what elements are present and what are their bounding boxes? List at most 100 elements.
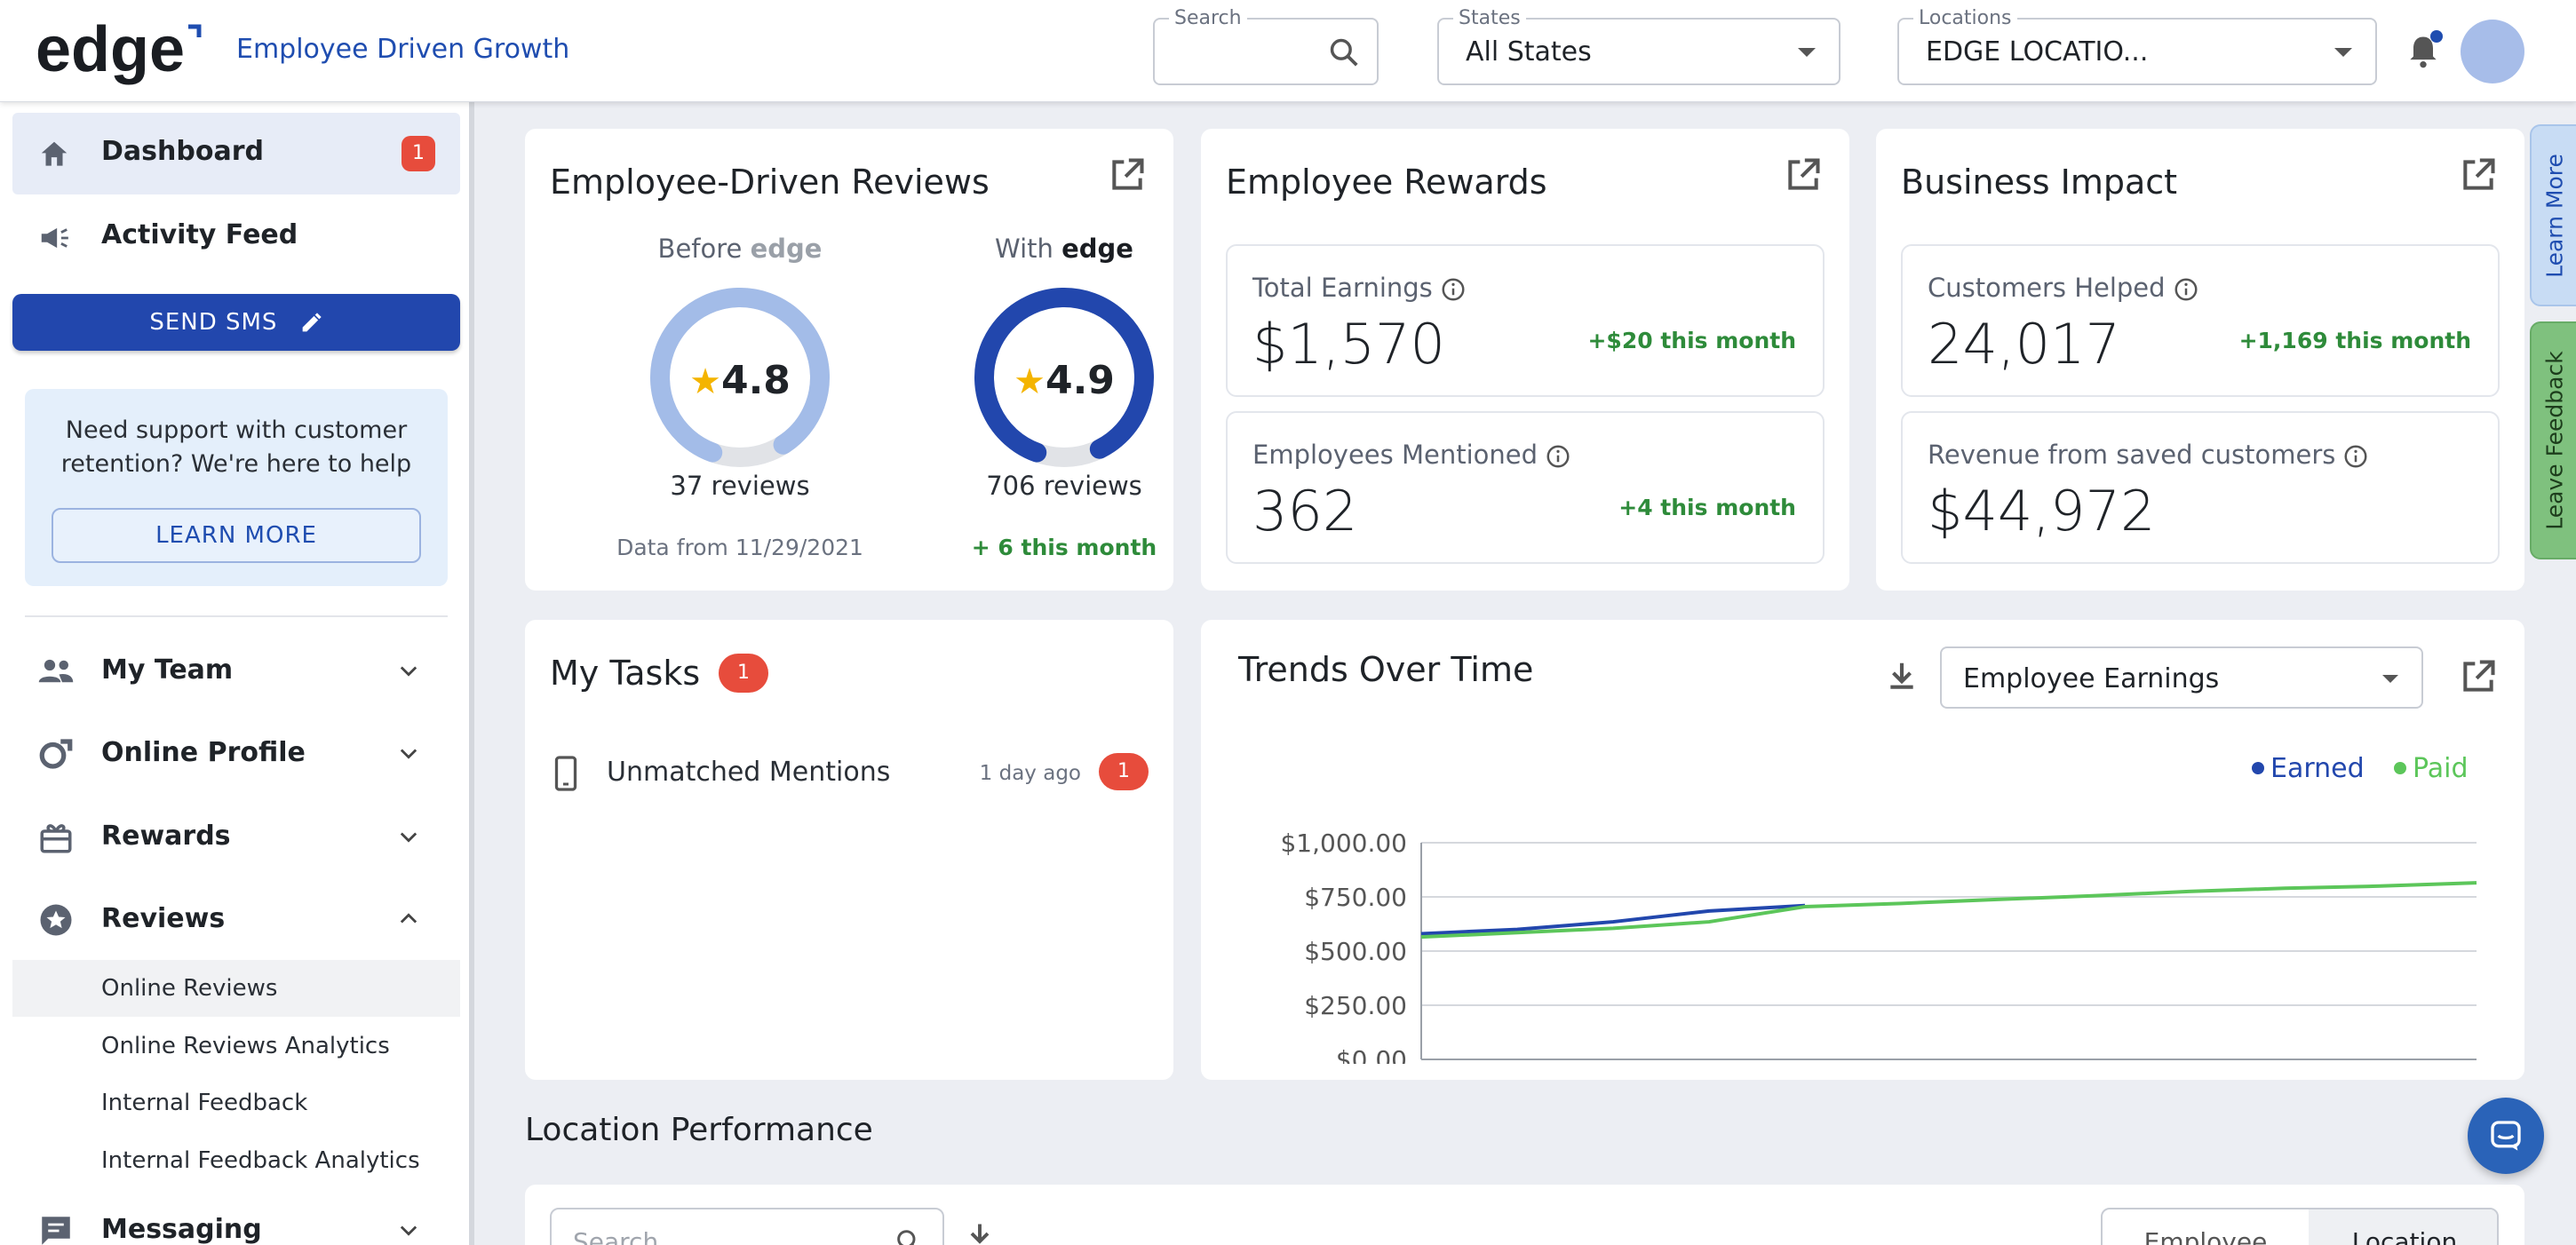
before-rating-value: 4.8 xyxy=(720,358,791,403)
open-external-icon[interactable] xyxy=(2459,155,2498,194)
y-tick-label: $1,000.00 xyxy=(1280,829,1407,858)
stat-value: $1,570 xyxy=(1252,312,1445,377)
task-item[interactable]: Unmatched Mentions 1 day ago 1 xyxy=(550,751,1149,796)
learn-more-tab-label: Learn More xyxy=(2541,153,2568,278)
star-circle-icon xyxy=(40,904,72,936)
location-search-input[interactable]: Search xyxy=(550,1208,944,1245)
locations-select[interactable]: Locations EDGE LOCATIO... xyxy=(1897,7,2377,85)
location-performance-card: Search Employee Location xyxy=(525,1185,2524,1245)
search-icon xyxy=(897,1230,916,1245)
chevron-down-icon xyxy=(2382,675,2398,683)
before-rating-ring: ★4.8 xyxy=(642,280,838,475)
open-external-icon[interactable] xyxy=(2459,657,2498,696)
chevron-down-icon xyxy=(400,749,417,759)
y-tick-label: $0.00 xyxy=(1336,1045,1407,1064)
stat-label-text: Total Earnings xyxy=(1252,273,1433,303)
download-icon[interactable] xyxy=(1885,659,1919,693)
with-edge-header: With edge xyxy=(931,234,1197,264)
edge-logo[interactable]: edge xyxy=(36,16,204,87)
sidebar-item-messaging[interactable]: Messaging xyxy=(12,1194,460,1245)
stat-value: 24,017 xyxy=(1928,312,2120,377)
sidebar-item-online-reviews-analytics[interactable]: Online Reviews Analytics xyxy=(12,1018,460,1075)
toggle-employee[interactable]: Employee xyxy=(2143,1227,2268,1245)
locations-value: EDGE LOCATIO... xyxy=(1926,36,2149,67)
stat-value: 362 xyxy=(1252,479,1358,543)
notification-dot xyxy=(2430,30,2443,43)
leave-feedback-tab[interactable]: Leave Feedback xyxy=(2530,321,2576,559)
leave-feedback-tab-label: Leave Feedback xyxy=(2541,351,2568,530)
info-icon[interactable] xyxy=(2342,443,2369,470)
open-external-icon[interactable] xyxy=(1784,155,1823,194)
divider xyxy=(25,615,448,617)
learn-more-tab[interactable]: Learn More xyxy=(2530,124,2576,306)
stat-delta: +$20 this month xyxy=(1587,328,1796,353)
chevron-down-icon xyxy=(400,1225,417,1236)
y-tick-label: $500.00 xyxy=(1304,937,1407,966)
task-time: 1 day ago xyxy=(979,762,1081,785)
megaphone-icon xyxy=(41,227,68,249)
series-line-earned xyxy=(1420,903,1806,936)
avatar[interactable] xyxy=(2461,20,2524,83)
info-icon[interactable] xyxy=(2173,276,2199,303)
download-icon[interactable] xyxy=(964,1220,996,1245)
sidebar-item-label: Activity Feed xyxy=(101,219,298,250)
stat-label: Revenue from saved customers xyxy=(1928,440,2369,470)
sidebar-item-reviews[interactable]: Reviews xyxy=(12,884,460,955)
top-bar: edge Employee Driven Growth Search State… xyxy=(0,0,2576,102)
open-external-icon[interactable] xyxy=(1108,155,1147,194)
chevron-down-icon xyxy=(400,666,417,677)
with-rating: ★4.9 xyxy=(966,358,1162,403)
sidebar-item-dashboard[interactable]: Dashboard 1 xyxy=(12,113,460,194)
sidebar-subitem-label: Internal Feedback Analytics xyxy=(101,1147,420,1174)
sidebar-item-rewards[interactable]: Rewards xyxy=(12,801,460,872)
search-icon[interactable] xyxy=(1327,36,1361,69)
with-rating-value: 4.9 xyxy=(1045,358,1115,403)
sidebar-item-label: My Team xyxy=(101,654,234,686)
stat-customers-helped: Customers Helped 24,017 +1,169 this mont… xyxy=(1901,244,2500,397)
pencil-icon xyxy=(302,312,322,331)
home-icon xyxy=(41,141,68,166)
search-label: Search xyxy=(1169,7,1247,29)
location-search-placeholder: Search xyxy=(573,1227,659,1245)
toggle-location[interactable]: Location xyxy=(2309,1209,2497,1245)
sidebar-item-internal-feedback-analytics[interactable]: Internal Feedback Analytics xyxy=(12,1132,460,1189)
with-ring-arc xyxy=(974,288,1154,467)
chat-button[interactable] xyxy=(2468,1098,2544,1174)
states-label: States xyxy=(1453,7,1526,29)
sidebar-item-my-team[interactable]: My Team xyxy=(12,635,460,706)
legend-marker xyxy=(2394,762,2406,774)
svg-text:edge: edge xyxy=(36,16,185,85)
send-sms-button[interactable]: SEND SMS xyxy=(12,294,460,351)
locations-label: Locations xyxy=(1913,7,2017,29)
stat-label: Customers Helped xyxy=(1928,273,2199,303)
sidebar: Dashboard 1 Activity Feed SEND SMS Need … xyxy=(0,102,474,1245)
chat-icon xyxy=(2491,1121,2521,1151)
edge-logo-gray: edge xyxy=(750,234,823,264)
sidebar-item-internal-feedback[interactable]: Internal Feedback xyxy=(12,1075,460,1131)
states-select[interactable]: States All States xyxy=(1437,7,1841,85)
tasks-count-badge: 1 xyxy=(719,654,768,693)
card-title: Trends Over Time xyxy=(1238,650,1534,689)
stat-value: $44,972 xyxy=(1928,479,2156,543)
sidebar-item-activity-feed[interactable]: Activity Feed xyxy=(12,196,460,278)
edge-logo-dark: edge xyxy=(1061,234,1133,264)
stat-label: Employees Mentioned xyxy=(1252,440,1571,470)
card-title: My Tasks xyxy=(550,654,701,693)
before-label: Before xyxy=(657,234,743,264)
sidebar-item-online-profile[interactable]: Online Profile xyxy=(12,718,460,789)
info-icon[interactable] xyxy=(1545,443,1571,470)
reviews-card: Employee-Driven Reviews Before edge ★4.8… xyxy=(525,129,1173,591)
metric-select[interactable]: Employee Earnings xyxy=(1940,646,2423,709)
info-icon[interactable] xyxy=(1440,276,1467,303)
tasks-card: My Tasks 1 Unmatched Mentions 1 day ago … xyxy=(525,620,1173,1080)
bell-icon[interactable] xyxy=(2404,32,2443,71)
with-monthly-delta: + 6 this month xyxy=(971,535,1157,560)
sidebar-item-online-reviews[interactable]: Online Reviews xyxy=(12,960,460,1017)
stat-revenue-saved: Revenue from saved customers $44,972 xyxy=(1901,411,2500,564)
sidebar-subitem-label: Internal Feedback xyxy=(101,1090,308,1116)
sidebar-subitem-label: Online Reviews xyxy=(101,975,278,1002)
with-label: With xyxy=(995,234,1053,264)
learn-more-button[interactable]: LEARN MORE xyxy=(52,508,421,563)
stat-label-text: Employees Mentioned xyxy=(1252,440,1538,470)
search-input[interactable]: Search xyxy=(1153,7,1379,85)
